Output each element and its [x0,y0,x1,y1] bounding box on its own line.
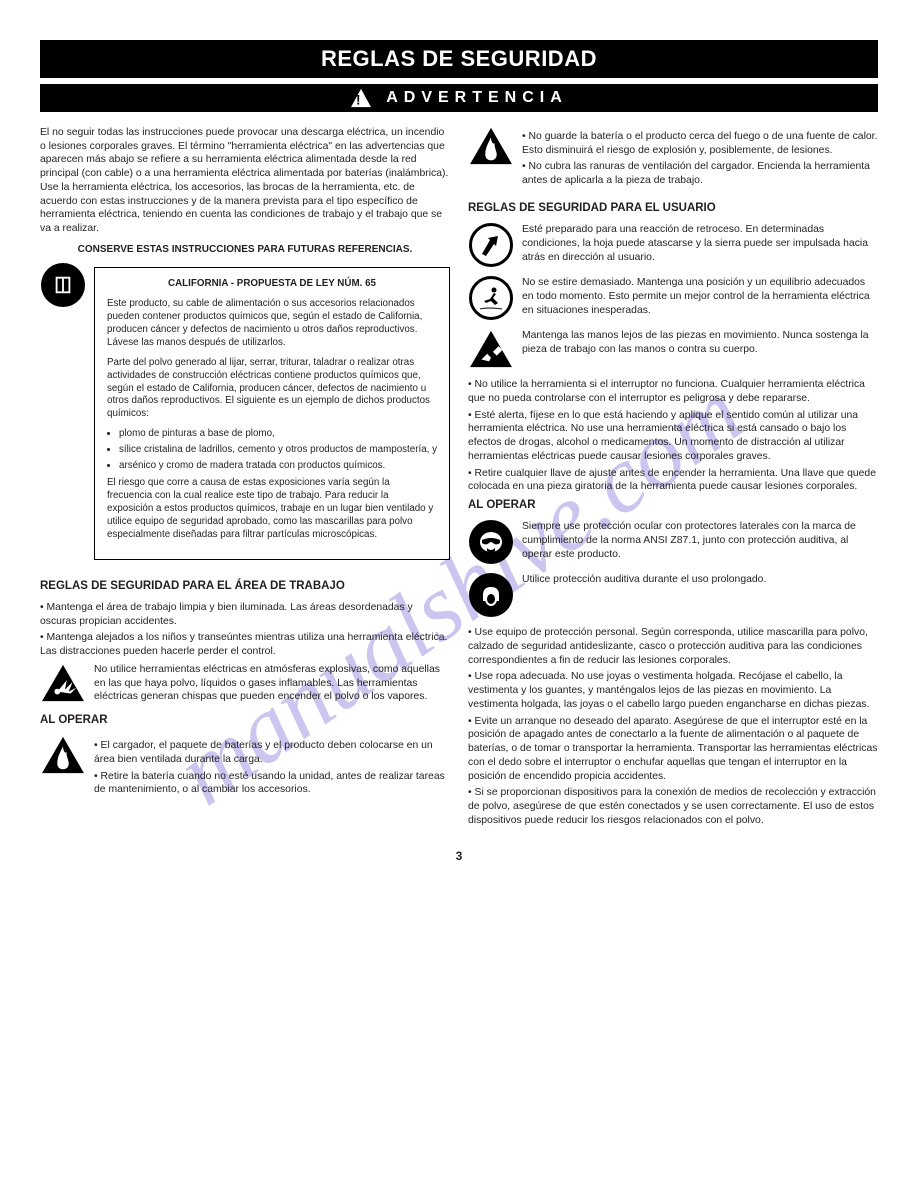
prop65-box: CALIFORNIA - PROPUESTA DE LEY NÚM. 65 Es… [94,267,450,560]
ear-rule: Utilice protección auditiva durante el u… [522,573,878,587]
prop65-p3: El riesgo que corre a causa de estas exp… [107,477,437,542]
fire-rules-left: El cargador, el paquete de baterías y el… [94,739,450,797]
kickback-rule: Esté preparado para una reacción de retr… [522,223,878,264]
rule-item: Retire cualquier llave de ajuste antes d… [468,467,878,494]
user-heading: REGLAS DE SEGURIDAD PARA EL USUARIO [468,201,878,216]
prop65-p2: Parte del polvo generado al lijar, serra… [107,357,437,422]
left-column: El no seguir todas las instrucciones pue… [40,126,450,831]
fire-icon [468,126,514,166]
ppe-heading: AL OPERAR [468,498,878,513]
workarea-heading: REGLAS DE SEGURIDAD PARA EL ÁREA DE TRAB… [40,579,450,594]
trip-icon [469,276,513,320]
rule-item: Evite un arranque no deseado del aparato… [468,715,878,784]
ear-protection-icon [469,573,513,617]
prop65-list: plomo de pinturas a base de plomo, sílic… [107,428,437,473]
manual-icon [41,263,85,307]
cut-rule: Mantenga las manos lejos de las piezas e… [522,329,878,356]
rule-item: Esté alerta, fíjese en lo que está hacie… [468,409,878,464]
rule-item: Use equipo de protección personal. Según… [468,626,878,667]
fire-heading: AL OPERAR [40,713,450,728]
kickback-icon [469,223,513,267]
rule-item: Mantenga el área de trabajo limpia y bie… [40,601,450,628]
cut-hazard-icon [468,329,514,369]
list-item: arsénico y cromo de madera tratada con p… [119,460,437,473]
trip-rule: No se estire demasiado. Mantenga una pos… [522,276,878,317]
page-number: 3 [40,849,878,863]
workarea-rules: Mantenga el área de trabajo limpia y bie… [40,601,450,659]
rule-item: Use ropa adecuada. No use joyas o vestim… [468,670,878,711]
right-column: No guarde la batería o el producto cerca… [468,126,878,831]
goggles-rule: Siempre use protección ocular con protec… [522,520,878,561]
extra-rules: No utilice la herramienta si el interrup… [468,378,878,494]
title-bar: REGLAS DE SEGURIDAD [40,40,878,78]
explosion-rule: No utilice herramientas eléctricas en at… [94,663,450,704]
rule-item: Retire la batería cuando no esté usando … [94,770,450,797]
ppe-extra-rules: Use equipo de protección personal. Según… [468,626,878,827]
rule-item: No utilice la herramienta si el interrup… [468,378,878,405]
svg-text:!: ! [356,92,366,107]
rule-item: No cubra las ranuras de ventilación del … [522,160,878,187]
manual-page: REGLAS DE SEGURIDAD ! ADVERTENCIA El no … [0,0,918,893]
prop65-title: CALIFORNIA - PROPUESTA DE LEY NÚM. 65 [107,278,437,291]
warning-bar: ! ADVERTENCIA [40,84,878,112]
save-instructions: CONSERVE ESTAS INSTRUCCIONES PARA FUTURA… [40,243,450,256]
prop65-p1: Este producto, su cable de alimentación … [107,298,437,350]
list-item: plomo de pinturas a base de plomo, [119,428,437,441]
warning-label: ADVERTENCIA [386,89,568,107]
alert-icon: ! [350,88,372,108]
list-item: sílice cristalina de ladrillos, cemento … [119,444,437,457]
fire-icon [40,735,86,775]
rule-item: No guarde la batería o el producto cerca… [522,130,878,157]
rule-item: Si se proporcionan dispositivos para la … [468,786,878,827]
fire-rules-right: No guarde la batería o el producto cerca… [522,130,878,188]
goggles-icon [469,520,513,564]
intro-text: El no seguir todas las instrucciones pue… [40,126,450,236]
rule-item: El cargador, el paquete de baterías y el… [94,739,450,766]
explosion-icon [40,663,86,703]
rule-item: Mantenga alejados a los niños y transeún… [40,631,450,658]
